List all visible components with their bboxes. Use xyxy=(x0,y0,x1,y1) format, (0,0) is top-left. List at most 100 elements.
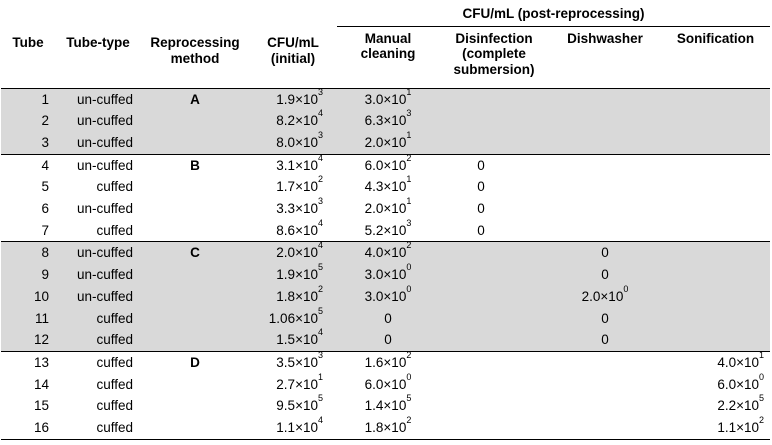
cell-disinfection: 0 xyxy=(477,222,485,238)
cell-disinfection xyxy=(439,417,549,440)
cell-cfu-initial-mantissa: 1.06 xyxy=(268,310,296,326)
table-row: 12 cuffed 1.5×104 0 0 xyxy=(1,327,771,352)
cell-cfu-initial-times-ten: ×10 xyxy=(295,134,318,150)
cell-tube-number: 8 xyxy=(1,241,55,265)
cell-cfu-initial-exponent: 4 xyxy=(317,217,323,228)
cell-dishwasher xyxy=(549,198,661,220)
cell-tube-type: un-cuffed xyxy=(55,264,141,286)
cell-cfu-initial-mantissa: 2.0 xyxy=(276,245,296,261)
cell-sonification xyxy=(661,131,771,155)
cell-disinfection xyxy=(439,350,549,374)
cell-manual-cleaning-exponent: 0 xyxy=(406,262,412,273)
cell-manual-cleaning-exponent: 1 xyxy=(406,86,412,97)
cell-cfu-initial-mantissa: 1.8 xyxy=(276,288,296,304)
cell-cfu-initial-exponent: 2 xyxy=(317,174,323,185)
table-row: 11 cuffed 1.06×105 0 0 xyxy=(1,306,771,330)
cell-reprocessing-method: D xyxy=(141,350,249,374)
header-manual-cleaning: Manual cleaning xyxy=(337,26,439,89)
cell-dishwasher xyxy=(549,395,661,417)
cell-cfu-initial-exponent: 5 xyxy=(317,262,323,273)
cell-reprocessing-method xyxy=(141,264,249,286)
cell-dishwasher-mantissa: 0 xyxy=(601,310,609,326)
cell-tube-number: 4 xyxy=(1,153,55,177)
cell-manual-cleaning-times-ten: ×10 xyxy=(383,354,407,370)
table-row: 7 cuffed 8.6×104 5.2×103 0 xyxy=(1,217,770,242)
cell-disinfection xyxy=(439,329,549,352)
cell-cfu-initial: 3.3×103 xyxy=(249,196,337,220)
cell-reprocessing-method xyxy=(141,395,249,417)
cell-manual-cleaning-times-ten: ×10 xyxy=(383,113,407,129)
cell-manual-cleaning-exponent: 3 xyxy=(406,108,412,119)
cell-disinfection xyxy=(439,264,549,286)
cell-manual-cleaning: 5.2×103 xyxy=(337,218,439,242)
cell-tube-type: un-cuffed xyxy=(55,110,141,132)
cell-disinfection xyxy=(439,395,549,417)
cell-cfu-initial: 2.0×104 xyxy=(249,241,337,265)
cell-tube-number: 11 xyxy=(1,307,55,330)
cell-tube-type: un-cuffed xyxy=(55,285,141,308)
cell-manual-cleaning-mantissa: 1.4 xyxy=(364,398,384,414)
cell-dishwasher: 0 xyxy=(549,307,661,330)
cell-tube-type: un-cuffed xyxy=(55,153,141,177)
table-row: 6 un-cuffed 3.3×103 2.0×101 0 xyxy=(1,196,770,220)
cell-manual-cleaning: 0 xyxy=(337,307,439,330)
header-post-reprocessing: CFU/mL (post-reprocessing) xyxy=(337,4,771,27)
cell-manual-cleaning: 6.0×100 xyxy=(337,372,439,396)
cell-cfu-initial-mantissa: 3.3 xyxy=(276,201,296,217)
cell-manual-cleaning-exponent: 2 xyxy=(406,240,412,251)
cell-manual-cleaning: 4.3×101 xyxy=(337,175,439,198)
cell-dishwasher xyxy=(549,220,661,242)
cell-cfu-initial-times-ten: ×10 xyxy=(295,267,318,283)
cell-tube-number: 16 xyxy=(1,417,55,440)
cell-sonification xyxy=(661,110,771,132)
cell-disinfection xyxy=(439,374,549,396)
cell-manual-cleaning-times-ten: ×10 xyxy=(383,91,407,107)
cell-cfu-initial-exponent: 3 xyxy=(317,349,323,360)
cell-cfu-initial-times-ten: ×10 xyxy=(295,113,318,129)
cell-dishwasher xyxy=(549,88,661,111)
cell-cfu-initial: 1.7×102 xyxy=(249,174,337,198)
table-row: 4 un-cuffed B 3.1×104 6.0×102 0 xyxy=(1,152,771,177)
cell-cfu-initial: 8.2×104 xyxy=(249,109,337,132)
header-tube-type: Tube-type xyxy=(55,4,141,89)
cell-cfu-initial-times-ten: ×10 xyxy=(295,179,318,195)
cell-cfu-initial: 3.1×104 xyxy=(249,152,337,177)
cell-manual-cleaning-times-ten: ×10 xyxy=(383,420,407,436)
cell-sonification-mantissa: 4.0 xyxy=(717,354,737,370)
cell-tube-number: 3 xyxy=(1,131,55,155)
cell-cfu-initial-mantissa: 8.2 xyxy=(276,113,296,129)
cell-manual-cleaning: 1.8×102 xyxy=(337,416,439,440)
cell-cfu-initial-exponent: 5 xyxy=(317,393,323,404)
cell-cfu-initial-exponent: 4 xyxy=(317,327,323,338)
cell-sonification xyxy=(661,307,771,330)
cell-tube-type: un-cuffed xyxy=(76,201,133,217)
cell-tube-type: un-cuffed xyxy=(55,88,141,111)
cell-disinfection xyxy=(439,285,549,308)
cell-sonification: 4.0×101 xyxy=(661,349,771,374)
cfu-results-table: Tube Tube-type Reprocessing method CFU/m… xyxy=(1,4,771,440)
cell-reprocessing-method xyxy=(141,198,249,220)
cell-cfu-initial-mantissa: 9.5 xyxy=(276,398,296,414)
cell-tube-number: 6 xyxy=(41,201,49,217)
cell-sonification-exponent: 0 xyxy=(759,371,765,382)
cell-sonification-times-ten: ×10 xyxy=(736,376,760,392)
cell-cfu-initial-times-ten: ×10 xyxy=(295,288,318,304)
cell-cfu-initial-mantissa: 1.5 xyxy=(276,332,296,348)
cell-manual-cleaning-mantissa: 4.0 xyxy=(364,245,384,261)
cell-tube-type: cuffed xyxy=(96,398,133,414)
cell-manual-cleaning-mantissa: 1.6 xyxy=(364,354,384,370)
cell-disinfection: 0 xyxy=(477,179,485,195)
table-row: 9 un-cuffed 1.9×105 3.0×100 0 xyxy=(1,262,771,286)
cell-manual-cleaning-times-ten: ×10 xyxy=(383,267,407,283)
cell-cfu-initial-exponent: 4 xyxy=(317,152,323,163)
cell-dishwasher: 0 xyxy=(549,241,661,265)
cell-manual-cleaning-mantissa: 3.0 xyxy=(364,267,384,283)
cell-dishwasher xyxy=(549,350,661,374)
cell-sonification xyxy=(661,241,771,265)
table-row: 3 un-cuffed 8.0×103 2.0×101 xyxy=(1,130,771,155)
cell-manual-cleaning-times-ten: ×10 xyxy=(383,398,407,414)
cell-cfu-initial-exponent: 2 xyxy=(317,283,323,294)
cell-reprocessing-method xyxy=(141,417,249,440)
cell-sonification-exponent: 1 xyxy=(759,349,765,360)
cell-cfu-initial-exponent: 3 xyxy=(317,196,323,207)
